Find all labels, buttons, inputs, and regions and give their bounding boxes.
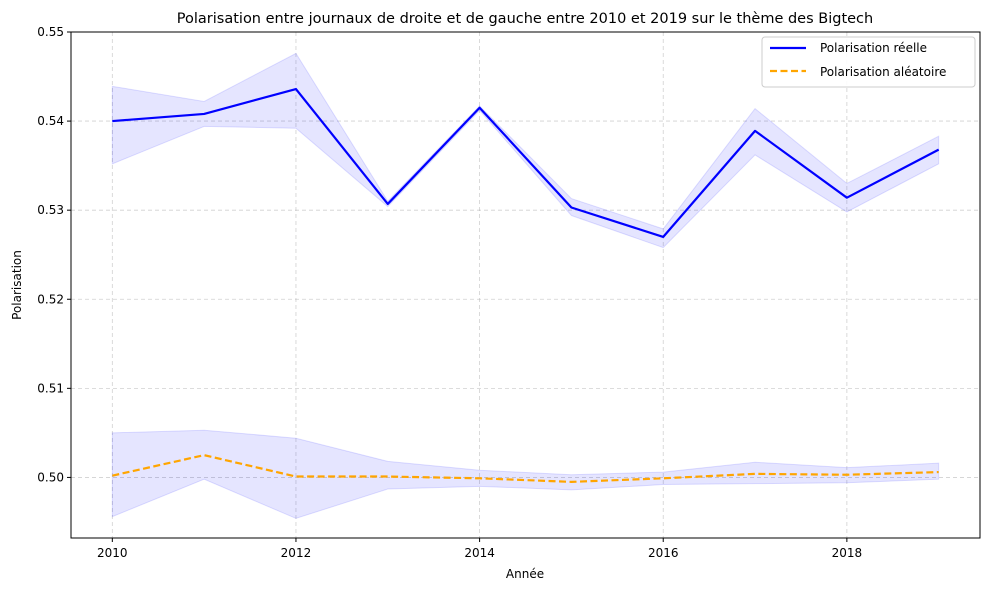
x-tick-label: 2010 bbox=[97, 546, 128, 560]
y-axis-ticks: 0.50 0.51 0.52 0.53 0.54 0.55 bbox=[37, 25, 71, 484]
confidence-bands bbox=[111, 52, 940, 519]
y-tick-label: 0.52 bbox=[37, 292, 64, 306]
x-tick-label: 2012 bbox=[281, 546, 312, 560]
legend: Polarisation réelle Polarisation aléatoi… bbox=[761, 36, 976, 88]
x-axis-label: Année bbox=[506, 567, 544, 581]
plot-frame bbox=[70, 31, 981, 539]
chart-title: Polarisation entre journaux de droite et… bbox=[177, 11, 873, 27]
y-tick-label: 0.55 bbox=[37, 25, 64, 39]
series-line-0 bbox=[112, 87, 940, 238]
confidence-band-1 bbox=[111, 429, 940, 519]
y-tick-label: 0.54 bbox=[37, 114, 64, 128]
y-tick-label: 0.51 bbox=[37, 381, 64, 395]
series-line-1 bbox=[112, 454, 939, 483]
legend-label-reelle: Polarisation réelle bbox=[820, 41, 927, 55]
series-lines bbox=[112, 87, 940, 483]
confidence-band-0 bbox=[111, 52, 940, 249]
x-axis-ticks: 2010 2012 2014 2016 2018 bbox=[97, 538, 862, 560]
y-axis-label: Polarisation bbox=[10, 250, 24, 320]
x-tick-label: 2016 bbox=[648, 546, 679, 560]
x-tick-label: 2018 bbox=[832, 546, 863, 560]
y-tick-label: 0.53 bbox=[37, 203, 64, 217]
legend-label-aleatoire: Polarisation aléatoire bbox=[820, 65, 946, 79]
legend-box bbox=[761, 36, 976, 88]
x-tick-label: 2014 bbox=[464, 546, 495, 560]
y-tick-label: 0.50 bbox=[37, 470, 64, 484]
